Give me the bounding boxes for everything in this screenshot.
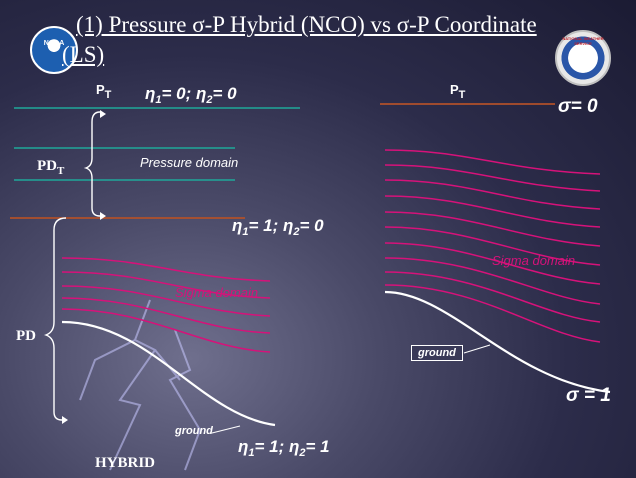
sigma-coordinate-curves [384, 149, 601, 343]
sigma-pt-label: PT [450, 82, 466, 101]
noaa-logo-text: NOAA [43, 40, 65, 47]
hybrid-ground-curve [61, 320, 276, 427]
sigma-level [384, 149, 601, 175]
sigma-level [384, 179, 601, 210]
hybrid-bottom-equation: η1= 1; η2= 1 [238, 437, 330, 459]
pressure-domain-label: Pressure domain [140, 155, 239, 170]
brace-arrows [62, 110, 106, 424]
ground-pointer-hybrid [211, 425, 241, 434]
lightning-decoration [79, 299, 202, 471]
hybrid-pt-label: PT [96, 82, 112, 101]
ground-pointer-sigma [463, 344, 491, 354]
pd-brace [44, 217, 67, 421]
pressure-domain-lines [14, 107, 300, 181]
sigma-bottom-label: σ = 1 [566, 385, 611, 406]
hybrid-sigma-level [61, 297, 271, 334]
hybrid-sigma-level [61, 257, 271, 282]
hybrid-sigma-level [61, 285, 271, 317]
sigma-level [384, 164, 601, 192]
sigma-domain-label: Sigma domain [492, 253, 576, 268]
braces [44, 111, 101, 421]
hybrid-sigma-level [61, 271, 271, 299]
pd-label: PD [16, 328, 36, 344]
nws-logo-text: NATIONAL WEATHER SERVICE [562, 36, 604, 46]
slide-title: (1) Pressure σ-P Hybrid (NCO) vs σ-P Coo… [62, 12, 537, 67]
hybrid-top-equation: η1= 0; η2= 0 [145, 84, 237, 106]
sigma-level [384, 257, 601, 305]
sigma-level [384, 211, 601, 247]
nws-logo-icon: NATIONAL WEATHER SERVICE [555, 30, 611, 86]
pdt-label: PDT [37, 158, 65, 177]
sigma-level [384, 284, 601, 343]
sigma-ground-label: ground [411, 345, 463, 361]
sigma-top-label: σ= 0 [558, 96, 598, 117]
hybrid-mid-equation: η1= 1; η2= 0 [232, 216, 324, 238]
noaa-logo-icon: NOAA [30, 26, 78, 74]
sigma-level [384, 242, 601, 285]
hybrid-sigma-curves [61, 257, 271, 353]
sigma-level [384, 271, 601, 323]
hybrid-sigma-level [61, 308, 271, 353]
hybrid-ground-label: ground [175, 425, 213, 437]
pdt-brace [83, 111, 101, 217]
hybrid-sigma-domain-label: Sigma domain [175, 285, 259, 300]
sigma-level [384, 195, 601, 228]
sigma-ground-curve [384, 290, 611, 394]
hybrid-caption: HYBRID [95, 455, 156, 471]
sigma-level [384, 226, 601, 266]
